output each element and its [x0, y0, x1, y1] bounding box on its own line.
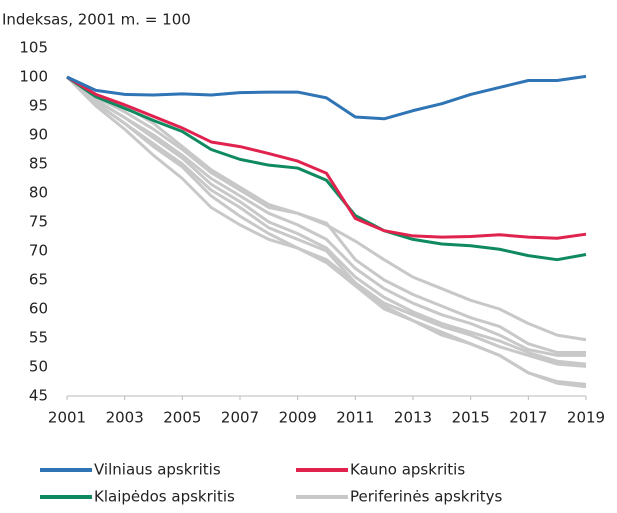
x-tick-label: 2009 — [279, 409, 317, 427]
x-tick-label: 2007 — [221, 409, 259, 427]
x-tick-label: 2001 — [48, 409, 86, 427]
legend-label: Kauno apskritis — [350, 461, 465, 479]
x-tick-label: 2005 — [163, 409, 201, 427]
y-tick-label: 55 — [29, 329, 48, 347]
series-line — [66, 75, 587, 262]
legend-label: Klaipėdos apskritis — [94, 488, 235, 506]
y-tick-label: 65 — [29, 271, 48, 289]
series-line — [66, 74, 587, 121]
y-tick-label: 95 — [29, 97, 48, 115]
y-tick-label: 85 — [29, 155, 48, 173]
x-tick-label: 2013 — [394, 409, 432, 427]
series-line — [65, 75, 587, 386]
y-tick-label: 60 — [29, 300, 48, 318]
x-tick-label: 2015 — [452, 409, 490, 427]
y-tick-label: 80 — [29, 184, 48, 202]
x-tick-label: 2019 — [567, 409, 605, 427]
y-tick-label: 105 — [19, 39, 48, 57]
x-tick-label: 2003 — [106, 409, 144, 427]
y-tick-label: 45 — [29, 387, 48, 405]
legend-label: Periferinės apskritys — [350, 488, 503, 506]
y-tick-label: 50 — [29, 358, 48, 376]
series-line — [65, 75, 587, 368]
series-line — [66, 75, 586, 357]
chart-title: Indeksas, 2001 m. = 100 — [2, 11, 191, 29]
y-tick-label: 90 — [29, 126, 48, 144]
series-line — [66, 75, 587, 240]
y-tick-label: 75 — [29, 213, 48, 231]
x-tick-label: 2011 — [336, 409, 374, 427]
y-tick-label: 100 — [19, 68, 48, 86]
series-line — [66, 75, 586, 354]
series-line — [66, 75, 587, 366]
y-tick-label: 70 — [29, 242, 48, 260]
legend-label: Vilniaus apskritis — [94, 461, 221, 479]
series-line — [66, 75, 587, 342]
x-tick-label: 2017 — [509, 409, 547, 427]
